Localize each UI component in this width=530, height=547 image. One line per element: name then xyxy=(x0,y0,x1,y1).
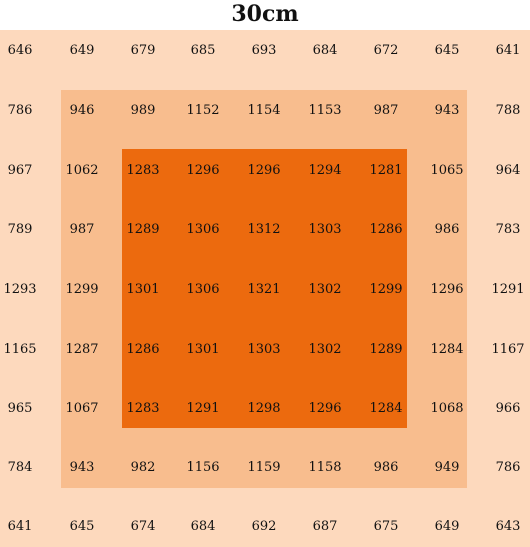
grid-cell: 964 xyxy=(495,163,521,178)
grid-cell: 1306 xyxy=(186,222,220,237)
grid-cell: 641 xyxy=(495,43,521,58)
grid-cell: 1165 xyxy=(3,342,37,357)
grid-cell: 1065 xyxy=(430,163,464,178)
grid-cell: 1296 xyxy=(308,401,342,416)
grid-cell: 1294 xyxy=(308,163,342,178)
grid-cell: 685 xyxy=(190,43,216,58)
grid-cell: 641 xyxy=(7,519,33,534)
diagram-title: 30cm xyxy=(231,1,299,27)
grid-cell: 1068 xyxy=(430,401,464,416)
grid-cell: 1312 xyxy=(247,222,281,237)
grid-cell: 987 xyxy=(69,222,95,237)
grid-cell: 986 xyxy=(373,460,399,475)
grid-cell: 1301 xyxy=(186,342,220,357)
grid-cell: 1284 xyxy=(430,342,464,357)
grid-cell: 1296 xyxy=(430,282,464,297)
grid-cell: 1291 xyxy=(186,401,220,416)
grid-cell: 987 xyxy=(373,103,399,118)
grid-cell: 672 xyxy=(373,43,399,58)
grid-cell: 1283 xyxy=(126,163,160,178)
grid-cell: 789 xyxy=(7,222,33,237)
grid-cell: 784 xyxy=(7,460,33,475)
grid-cell: 982 xyxy=(130,460,156,475)
grid-cell: 1299 xyxy=(369,282,403,297)
grid-cell: 1299 xyxy=(65,282,99,297)
grid-cell: 1287 xyxy=(65,342,99,357)
grid-cell: 674 xyxy=(130,519,156,534)
grid-cell: 1153 xyxy=(308,103,342,118)
grid-cell: 1306 xyxy=(186,282,220,297)
grid-cell: 783 xyxy=(495,222,521,237)
grid-cell: 946 xyxy=(69,103,95,118)
grid-cell: 1067 xyxy=(65,401,99,416)
grid-cell: 679 xyxy=(130,43,156,58)
grid-cell: 1062 xyxy=(65,163,99,178)
grid-cell: 1303 xyxy=(247,342,281,357)
grid-cell: 1321 xyxy=(247,282,281,297)
grid-cell: 1298 xyxy=(247,401,281,416)
grid-cell: 1302 xyxy=(308,282,342,297)
grid-cell: 693 xyxy=(251,43,277,58)
grid-cell: 1302 xyxy=(308,342,342,357)
grid-cell: 1286 xyxy=(126,342,160,357)
grid-cell: 786 xyxy=(7,103,33,118)
grid-cell: 1281 xyxy=(369,163,403,178)
grid-cell: 1283 xyxy=(126,401,160,416)
grid-cell: 1286 xyxy=(369,222,403,237)
grid-cell: 967 xyxy=(7,163,33,178)
grid-cell: 949 xyxy=(434,460,460,475)
grid-cell: 649 xyxy=(69,43,95,58)
grid-cell: 649 xyxy=(434,519,460,534)
grid-cell: 1296 xyxy=(186,163,220,178)
grid-cell: 1284 xyxy=(369,401,403,416)
grid-cell: 989 xyxy=(130,103,156,118)
grid-cell: 1303 xyxy=(308,222,342,237)
grid-cell: 1291 xyxy=(491,282,525,297)
grid-cell: 788 xyxy=(495,103,521,118)
grid-cell: 1289 xyxy=(369,342,403,357)
grid-cell: 692 xyxy=(251,519,277,534)
grid-cell: 943 xyxy=(434,103,460,118)
inner-zone xyxy=(122,149,407,428)
grid-cell: 646 xyxy=(7,43,33,58)
grid-cell: 1301 xyxy=(126,282,160,297)
grid-cell: 675 xyxy=(373,519,399,534)
grid-cell: 943 xyxy=(69,460,95,475)
grid-cell: 684 xyxy=(312,43,338,58)
value-grid: 646 649 679 685 693 684 672 645 641 786 946 989 1152… xyxy=(0,30,530,547)
grid-cell: 643 xyxy=(495,519,521,534)
grid-cell: 786 xyxy=(495,460,521,475)
grid-cell: 966 xyxy=(495,401,521,416)
grid-cell: 986 xyxy=(434,222,460,237)
grid-cell: 684 xyxy=(190,519,216,534)
grid-cell: 645 xyxy=(434,43,460,58)
grid-cell: 1167 xyxy=(491,342,525,357)
grid-cell: 1159 xyxy=(247,460,281,475)
grid-cell: 1156 xyxy=(186,460,220,475)
grid-cell: 645 xyxy=(69,519,95,534)
grid-cell: 1289 xyxy=(126,222,160,237)
grid-cell: 1296 xyxy=(247,163,281,178)
grid-cell: 1158 xyxy=(308,460,342,475)
grid-cell: 687 xyxy=(312,519,338,534)
grid-cell: 965 xyxy=(7,401,33,416)
grid-cell: 1293 xyxy=(3,282,37,297)
grid-cell: 1152 xyxy=(186,103,220,118)
grid-cell: 1154 xyxy=(247,103,281,118)
